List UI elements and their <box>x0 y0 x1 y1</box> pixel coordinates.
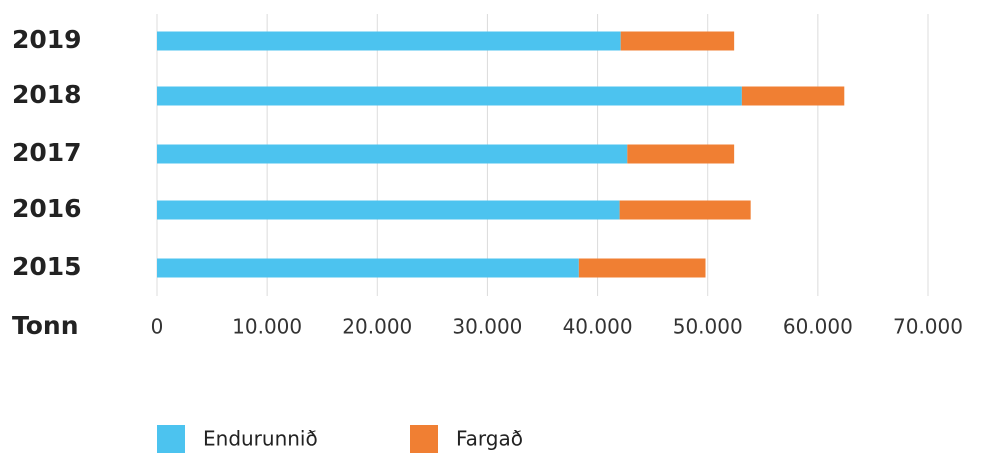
bar-segment <box>157 144 628 164</box>
x-tick-label: 50.000 <box>673 315 743 339</box>
bar-segment <box>578 258 706 278</box>
bar-segment <box>620 31 735 51</box>
bar-segment <box>157 200 620 220</box>
x-tick-label: 10.000 <box>232 315 302 339</box>
x-tick-label: 30.000 <box>452 315 522 339</box>
x-tick-label: 60.000 <box>783 315 853 339</box>
category-label: 2016 <box>12 194 82 223</box>
bar-segment <box>619 200 751 220</box>
bar-segment <box>157 31 621 51</box>
category-label: 2018 <box>12 80 82 109</box>
bar-segment <box>741 86 845 106</box>
bar-segment <box>157 258 579 278</box>
axis-label: Tonn <box>12 311 79 340</box>
bar-segment <box>157 86 742 106</box>
category-label: 2019 <box>12 25 82 54</box>
category-label: 2015 <box>12 252 82 281</box>
x-tick-label: 0 <box>151 315 164 339</box>
x-tick-label: 40.000 <box>563 315 633 339</box>
legend-swatch <box>410 425 438 453</box>
legend-swatch <box>157 425 185 453</box>
category-label: 2017 <box>12 138 82 167</box>
x-tick-label: 70.000 <box>893 315 963 339</box>
legend-label: Endurunnið <box>203 427 318 451</box>
bar-segment <box>627 144 735 164</box>
legend-label: Fargað <box>456 427 523 451</box>
x-tick-label: 20.000 <box>342 315 412 339</box>
